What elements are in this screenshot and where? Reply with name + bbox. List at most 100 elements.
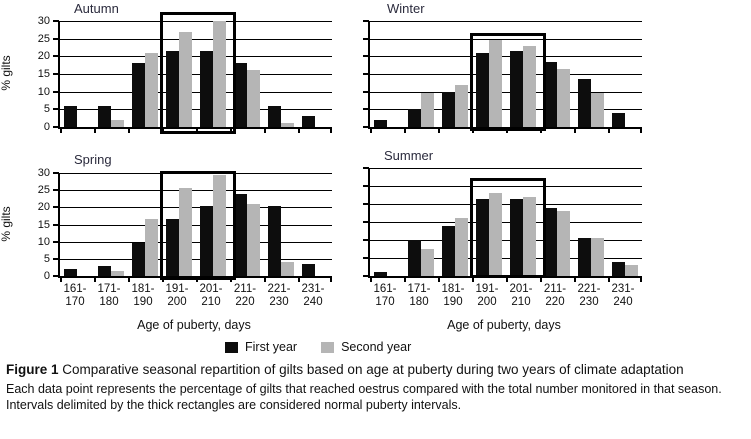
bar-first-year [234, 63, 247, 127]
category-label: 211- 220 [233, 283, 257, 308]
x-axis-tick [60, 129, 62, 133]
first-year-swatch-icon [225, 341, 238, 353]
x-axis-tick [128, 278, 130, 282]
caption-title-text: Comparative seasonal repartition of gilt… [62, 362, 684, 377]
y-tick-label: 10 [37, 235, 50, 248]
x-axis-tick [128, 129, 130, 133]
bar-second-year [557, 211, 570, 276]
bar-second-year [145, 52, 158, 127]
y-tick-label: 10 [37, 85, 50, 98]
category-label: 221- 230 [577, 283, 601, 308]
plot-area [363, 20, 642, 133]
gridline [60, 38, 332, 40]
y-axis-tick [53, 20, 59, 22]
y-axis-tick [53, 55, 59, 58]
y-axis-tick [53, 108, 59, 111]
bar-second-year [421, 249, 434, 276]
y-axis-tick [363, 275, 369, 277]
y-tick-label: 0 [43, 270, 50, 282]
bar-second-year [489, 40, 502, 127]
y-tick-label: 15 [37, 218, 50, 231]
x-axis-tick [298, 278, 300, 282]
gridline [370, 222, 642, 223]
gridline [370, 258, 642, 259]
bar-first-year [302, 116, 315, 127]
bar-second-year [625, 265, 638, 276]
y-axis-tick [53, 126, 59, 128]
bar-first-year [476, 52, 489, 127]
x-axis-title: Age of puberty, days [137, 318, 251, 332]
y-axis-tick [363, 203, 369, 205]
chart-title: Spring [74, 152, 112, 167]
bar-second-year [213, 174, 226, 276]
x-axis-tick [506, 129, 508, 133]
category-label: 181- 190 [131, 283, 155, 308]
bar-first-year [578, 238, 591, 276]
caption-figure-label: Figure 1 [6, 362, 59, 377]
bar-second-year [179, 31, 192, 127]
bar-first-year [408, 240, 421, 276]
gridline [60, 241, 332, 243]
legend-item-second-year: Second year [321, 340, 411, 354]
category-label: 211- 220 [543, 283, 567, 308]
bar-second-year [523, 45, 536, 127]
x-axis-tick [438, 129, 440, 133]
y-axis-tick [363, 126, 369, 128]
bar-second-year [213, 21, 226, 127]
x-axis-tick [574, 278, 576, 282]
x-axis-tick [404, 278, 406, 282]
chart-winter: Winter [363, 1, 642, 133]
gridline [370, 204, 642, 205]
bar-first-year [510, 51, 523, 127]
caption-body: Each data point represents the percentag… [6, 381, 722, 413]
bar-first-year [166, 219, 179, 276]
bar-second-year [247, 70, 260, 127]
bar-second-year [591, 238, 604, 276]
x-axis-tick [330, 129, 332, 133]
gridline [60, 74, 332, 75]
gridline [370, 56, 642, 58]
bar-first-year [612, 261, 625, 276]
category-label: 231- 240 [611, 283, 635, 308]
bar-second-year [455, 218, 468, 276]
gridline [370, 240, 642, 241]
x-axis-tick [540, 278, 542, 282]
bar-second-year [455, 84, 468, 127]
y-axis-tick [53, 73, 59, 75]
gridline [60, 207, 332, 209]
x-axis-tick [640, 278, 642, 282]
bar-first-year [408, 109, 421, 127]
bar-first-year [200, 205, 213, 276]
gridline [60, 258, 332, 260]
x-axis-tick [608, 278, 610, 282]
bar-second-year [591, 93, 604, 127]
category-label: 201- 210 [199, 283, 223, 308]
legend: First year Second year [225, 340, 411, 354]
x-axis-tick [196, 278, 198, 282]
gridline [370, 186, 642, 187]
y-axis-tick [363, 185, 369, 187]
y-tick-label: 5 [43, 252, 50, 265]
bar-second-year [421, 93, 434, 127]
y-axis-tick [363, 20, 369, 22]
y-tick-label: 25 [37, 184, 50, 197]
gridline [370, 168, 642, 169]
second-year-swatch-icon [321, 341, 335, 353]
y-tick-label: 20 [37, 50, 50, 63]
bar-first-year [166, 51, 179, 127]
highlight-box [160, 171, 236, 280]
bar-first-year [476, 198, 489, 276]
y-axis-tick [53, 37, 59, 40]
plot-area [53, 171, 332, 282]
y-axis-tick [363, 37, 369, 40]
bar-first-year [64, 105, 77, 127]
bar-first-year [544, 61, 557, 127]
category-label: 201- 210 [509, 283, 533, 308]
x-axis-tick [264, 278, 266, 282]
bar-second-year [247, 203, 260, 276]
bar-first-year [200, 51, 213, 127]
y-tick-label: 0 [43, 121, 50, 133]
x-axis-tick [404, 129, 406, 133]
bar-first-year [374, 272, 387, 276]
